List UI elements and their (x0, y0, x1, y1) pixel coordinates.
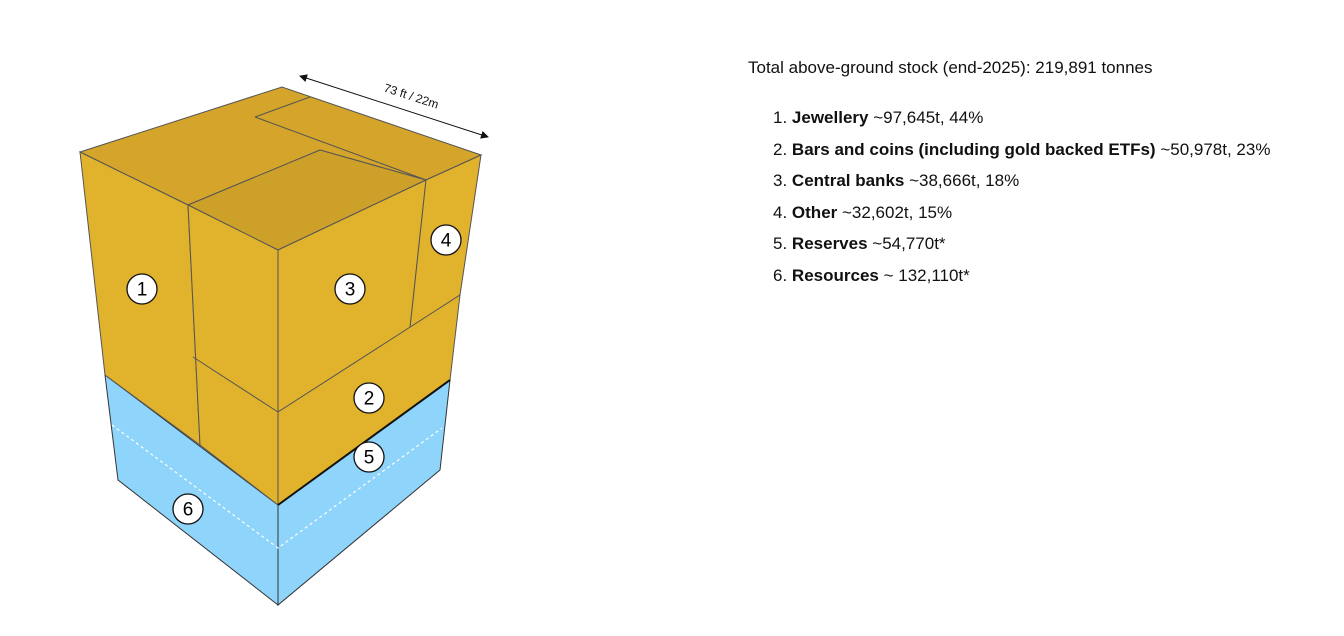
block-divider (192, 356, 279, 413)
block-label: 5 (364, 448, 375, 469)
block-label: 1 (137, 280, 148, 301)
label-circle (353, 382, 385, 414)
block-label: 3 (345, 280, 356, 301)
summary: Total above-ground stock (end-2025): 219… (748, 58, 1153, 77)
reserve-divider (111, 424, 443, 549)
block-label: 4 (441, 231, 452, 252)
item-number: 5. (773, 234, 788, 253)
label-circle (430, 224, 462, 256)
list-item: 3. Central banks ~38,666t, 18% (773, 170, 1270, 202)
label-circle (353, 441, 385, 473)
gold-diagram: 73 ft / 22m 1 2 3 4 5 6 (78, 74, 489, 607)
dimension-label: 73 ft / 22m (382, 81, 440, 112)
item-detail: ~97,645t, 44% (873, 108, 984, 127)
block-label: 6 (183, 500, 194, 521)
label-circle (172, 493, 204, 525)
item-number: 6. (773, 265, 788, 285)
item-detail: ~54,770t* (872, 234, 946, 253)
list-item: 4. Other ~32,602t, 15% (773, 202, 1270, 234)
label-circle (334, 273, 366, 305)
item-detail: ~ 132,110t* (883, 265, 970, 285)
item-detail: ~50,978t, 23% (1160, 139, 1271, 159)
top-line (254, 116, 427, 181)
item-name: Central banks (791, 171, 905, 190)
item-number: 3. (773, 171, 788, 190)
dimension-arrow (299, 74, 489, 139)
item-number: 2. (773, 139, 788, 159)
list-item: 1. Jewellery ~97,645t, 44% (773, 107, 1270, 139)
block-labels: 1 2 3 4 5 6 (126, 224, 462, 525)
item-detail: ~32,602t, 15% (842, 202, 953, 222)
list-item: 2. Bars and coins (including gold backed… (773, 139, 1270, 171)
item-name: Resources (791, 265, 879, 285)
item-number: 4. (773, 202, 788, 222)
stock-list: 1. Jewellery ~97,645t, 44% 2. Bars and co… (773, 107, 1270, 296)
list-item: 6. Resources ~ 132,110t* (773, 265, 1270, 297)
item-name: Reserves (791, 234, 868, 253)
list-item: 5. Reserves ~54,770t* (773, 233, 1270, 265)
item-name: Jewellery (791, 108, 869, 127)
block-label: 2 (364, 389, 375, 410)
item-detail: ~38,666t, 18% (909, 171, 1020, 190)
item-name: Bars and coins (including gold backed ET… (791, 139, 1156, 159)
label-circle (126, 273, 158, 305)
item-name: Other (791, 202, 838, 222)
item-number: 1. (773, 108, 788, 127)
